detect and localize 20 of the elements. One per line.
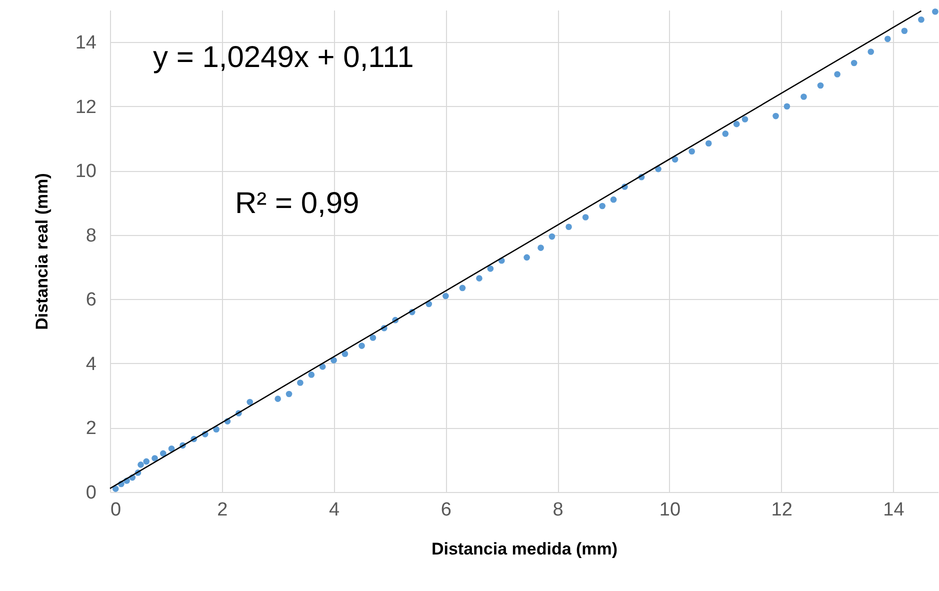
y-tick-label: 10 bbox=[75, 161, 96, 182]
y-tick-label: 12 bbox=[75, 96, 96, 118]
y-tick-label: 14 bbox=[75, 32, 97, 54]
x-axis-title: Distancia medida (mm) bbox=[431, 540, 618, 558]
x-tick-label: 14 bbox=[883, 500, 905, 520]
x-tick-label: 0 bbox=[110, 500, 122, 520]
x-tick-label: 10 bbox=[659, 500, 681, 520]
y-tick-label: 4 bbox=[86, 354, 97, 375]
y-tick-label: 6 bbox=[86, 290, 96, 311]
y-axis-title: Distancia real (mm) bbox=[32, 173, 52, 330]
annotation: R² = 0,99 bbox=[235, 187, 360, 220]
x-tick-label: 6 bbox=[440, 500, 452, 520]
y-tick-label: 0 bbox=[86, 482, 96, 504]
x-tick-label: 8 bbox=[552, 500, 564, 520]
x-tick-label: 2 bbox=[217, 500, 228, 520]
y-tick-label: 8 bbox=[86, 225, 96, 246]
y-tick-label: 2 bbox=[86, 418, 96, 440]
x-tick-label: 12 bbox=[771, 500, 792, 520]
x-tick-label: 4 bbox=[328, 500, 340, 520]
annotation: y = 1,0249x + 0,111 bbox=[153, 41, 414, 74]
